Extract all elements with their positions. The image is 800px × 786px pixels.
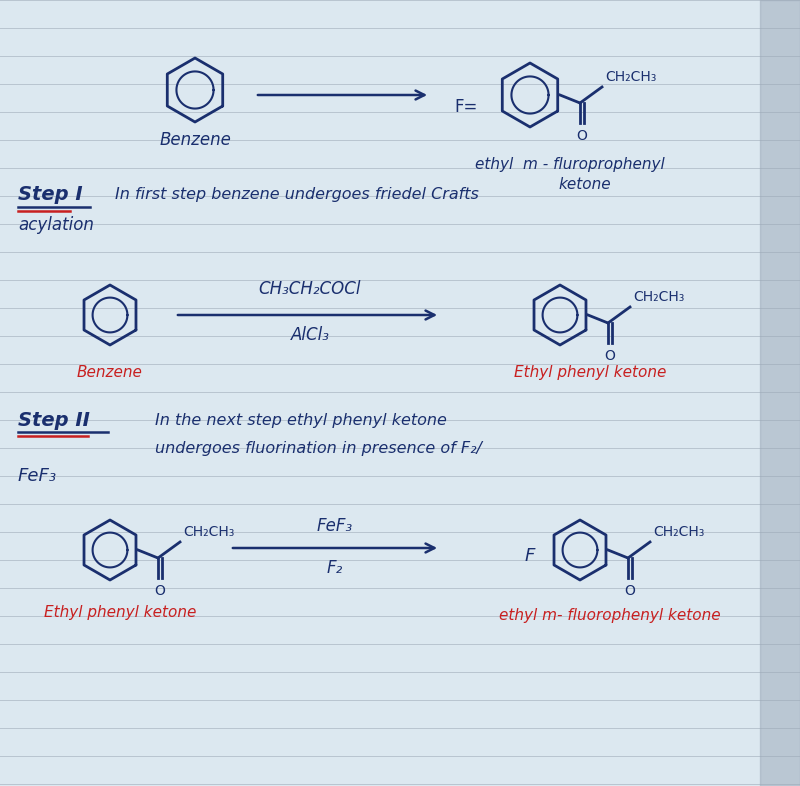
Text: CH₂CH₃: CH₂CH₃ bbox=[183, 525, 234, 539]
Text: F₂: F₂ bbox=[327, 559, 343, 577]
Text: AlCl₃: AlCl₃ bbox=[290, 326, 330, 344]
Text: Step II: Step II bbox=[18, 410, 90, 429]
Text: F: F bbox=[525, 547, 535, 565]
Text: In the next step ethyl phenyl ketone: In the next step ethyl phenyl ketone bbox=[155, 413, 447, 428]
Text: ketone: ketone bbox=[558, 177, 611, 192]
Text: Benzene: Benzene bbox=[77, 365, 143, 380]
Text: O: O bbox=[577, 129, 587, 143]
Text: CH₃CH₂COCl: CH₃CH₂COCl bbox=[258, 280, 362, 298]
Text: In first step benzene undergoes friedel Crafts: In first step benzene undergoes friedel … bbox=[115, 188, 479, 203]
Text: CH₂CH₃: CH₂CH₃ bbox=[633, 290, 684, 304]
Text: FeF₃: FeF₃ bbox=[317, 517, 353, 535]
Text: Step I: Step I bbox=[18, 185, 82, 204]
Text: CH₂CH₃: CH₂CH₃ bbox=[653, 525, 704, 539]
Text: O: O bbox=[605, 349, 615, 363]
Text: undergoes fluorination in presence of F₂/: undergoes fluorination in presence of F₂… bbox=[155, 440, 482, 456]
Text: Benzene: Benzene bbox=[159, 131, 231, 149]
Text: Ethyl phenyl ketone: Ethyl phenyl ketone bbox=[514, 365, 666, 380]
Text: ethyl  m - fluroprophenyl: ethyl m - fluroprophenyl bbox=[475, 157, 665, 172]
Text: Ethyl phenyl ketone: Ethyl phenyl ketone bbox=[44, 605, 196, 620]
Text: FeF₃: FeF₃ bbox=[18, 467, 57, 485]
Text: F=: F= bbox=[454, 98, 478, 116]
Text: CH₂CH₃: CH₂CH₃ bbox=[605, 70, 656, 84]
Text: O: O bbox=[625, 584, 635, 598]
Text: ethyl m- fluorophenyl ketone: ethyl m- fluorophenyl ketone bbox=[499, 608, 721, 623]
Text: O: O bbox=[154, 584, 166, 598]
Text: acylation: acylation bbox=[18, 216, 94, 234]
